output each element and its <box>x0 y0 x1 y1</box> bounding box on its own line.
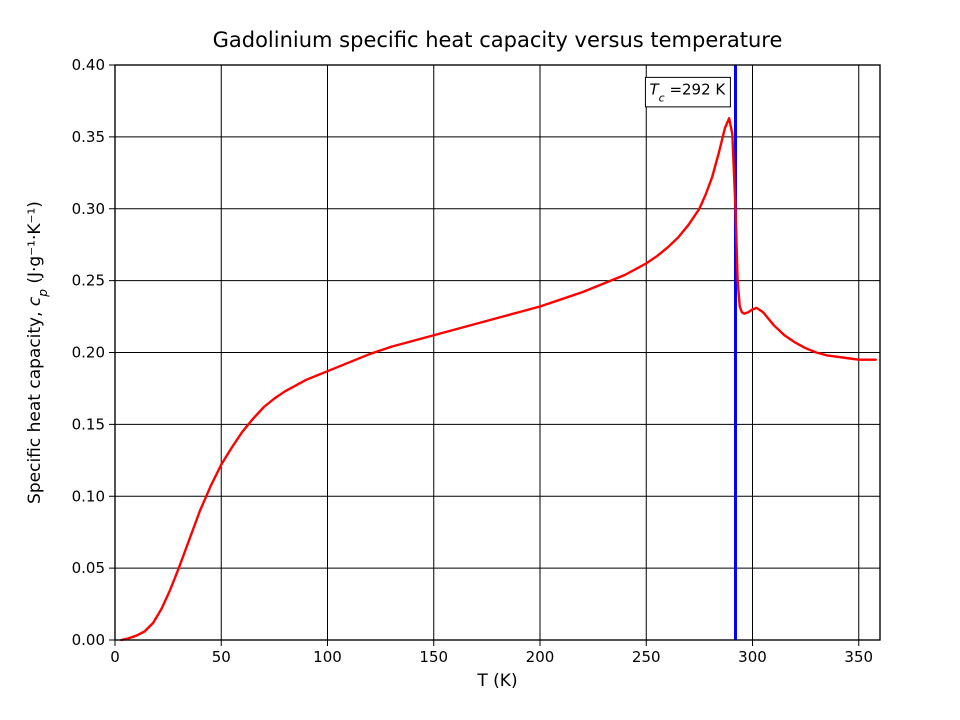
ytick-label: 0.10 <box>72 487 105 505</box>
ytick-label: 0.25 <box>72 272 105 290</box>
xtick-label: 200 <box>526 648 555 666</box>
ytick-label: 0.20 <box>72 344 105 362</box>
xtick-label: 250 <box>632 648 661 666</box>
ytick-label: 0.05 <box>72 559 105 577</box>
ytick-label: 0.35 <box>72 128 105 146</box>
annotation: Tc =292 K <box>645 77 730 107</box>
ytick-label: 0.30 <box>72 200 105 218</box>
xtick-label: 50 <box>212 648 231 666</box>
xtick-label: 100 <box>313 648 342 666</box>
xtick-label: 300 <box>738 648 767 666</box>
chart-title: Gadolinium specific heat capacity versus… <box>213 28 783 52</box>
xtick-label: 0 <box>110 648 120 666</box>
ytick-label: 0.00 <box>72 631 105 649</box>
ytick-label: 0.40 <box>72 56 105 74</box>
figure-bg <box>0 0 960 720</box>
chart-container: 0 50 100 150 200 250 300 350 0.00 0.05 0.10 0.15 0.2… <box>0 0 960 720</box>
chart-svg: 0 50 100 150 200 250 300 350 0.00 0.05 0.10 0.15 0.2… <box>0 0 960 720</box>
x-axis-label: T (K) <box>476 671 517 691</box>
xtick-label: 350 <box>844 648 873 666</box>
ytick-label: 0.15 <box>72 415 105 433</box>
xtick-label: 150 <box>419 648 448 666</box>
